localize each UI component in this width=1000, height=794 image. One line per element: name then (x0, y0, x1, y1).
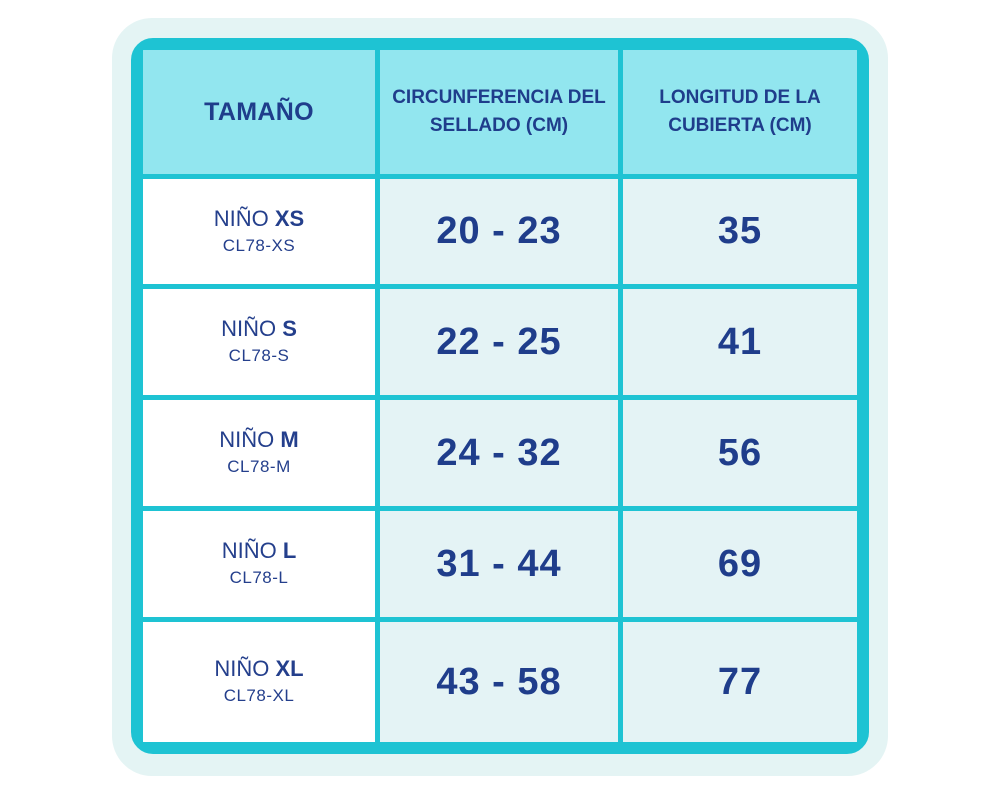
header-seal-line2: SELLADO (CM) (429, 115, 569, 136)
header-seal-circumference: CIRCUNFERENCIA DEL SELLADO (CM) (380, 50, 618, 174)
header-cover-line1: LONGITUD DE LA (659, 87, 821, 108)
size-code: CL78-S (228, 346, 290, 365)
seal-value: 43 - 58 (436, 660, 562, 703)
table-row-cover-cell: 69 (623, 511, 857, 617)
cover-value: 69 (717, 542, 763, 585)
size-name: NIÑO XS (213, 205, 305, 231)
seal-value: 31 - 44 (436, 542, 562, 585)
table-row-size-cell: NIÑO L CL78-L (143, 511, 375, 617)
size-name: NIÑO L (221, 538, 297, 563)
size-name: NIÑO XL (214, 656, 304, 681)
table-row-seal-cell: 20 - 23 (380, 179, 618, 284)
table-row-size-cell: NIÑO XL CL78-XL (143, 622, 375, 742)
table-row-seal-cell: 31 - 44 (380, 511, 618, 617)
cover-value: 41 (717, 320, 763, 363)
table-row-cover-cell: 41 (623, 289, 857, 395)
size-table: TAMAÑO CIRCUNFERENCIA DEL SELLADO (CM) L… (131, 38, 869, 754)
size-code: CL78-L (229, 568, 289, 587)
seal-value: 22 - 25 (436, 320, 562, 363)
cover-value: 77 (717, 660, 763, 703)
size-code: CL78-XL (223, 686, 295, 705)
size-code: CL78-XS (222, 235, 296, 255)
cover-value: 35 (717, 210, 763, 252)
header-size: TAMAÑO (143, 50, 375, 174)
header-cover-length: LONGITUD DE LA CUBIERTA (CM) (623, 50, 857, 174)
table-row-size-cell: NIÑO M CL78-M (143, 400, 375, 506)
table-row-cover-cell: 56 (623, 400, 857, 506)
table-row-size-cell: NIÑO S CL78-S (143, 289, 375, 395)
seal-value: 24 - 32 (436, 431, 562, 474)
size-name: NIÑO M (219, 427, 299, 452)
table-row-seal-cell: 43 - 58 (380, 622, 618, 742)
size-name: NIÑO S (221, 316, 297, 341)
header-cover-line2: CUBIERTA (CM) (668, 115, 812, 136)
table-row-size-cell: NIÑO XS CL78-XS (143, 179, 375, 284)
table-row-seal-cell: 24 - 32 (380, 400, 618, 506)
header-seal-line1: CIRCUNFERENCIA DEL (392, 87, 606, 108)
size-code: CL78-M (227, 457, 291, 476)
table-row-cover-cell: 35 (623, 179, 857, 284)
table-row-cover-cell: 77 (623, 622, 857, 742)
header-size-label: TAMAÑO (204, 97, 314, 126)
seal-value: 20 - 23 (436, 210, 562, 252)
cover-value: 56 (717, 431, 763, 474)
table-row-seal-cell: 22 - 25 (380, 289, 618, 395)
